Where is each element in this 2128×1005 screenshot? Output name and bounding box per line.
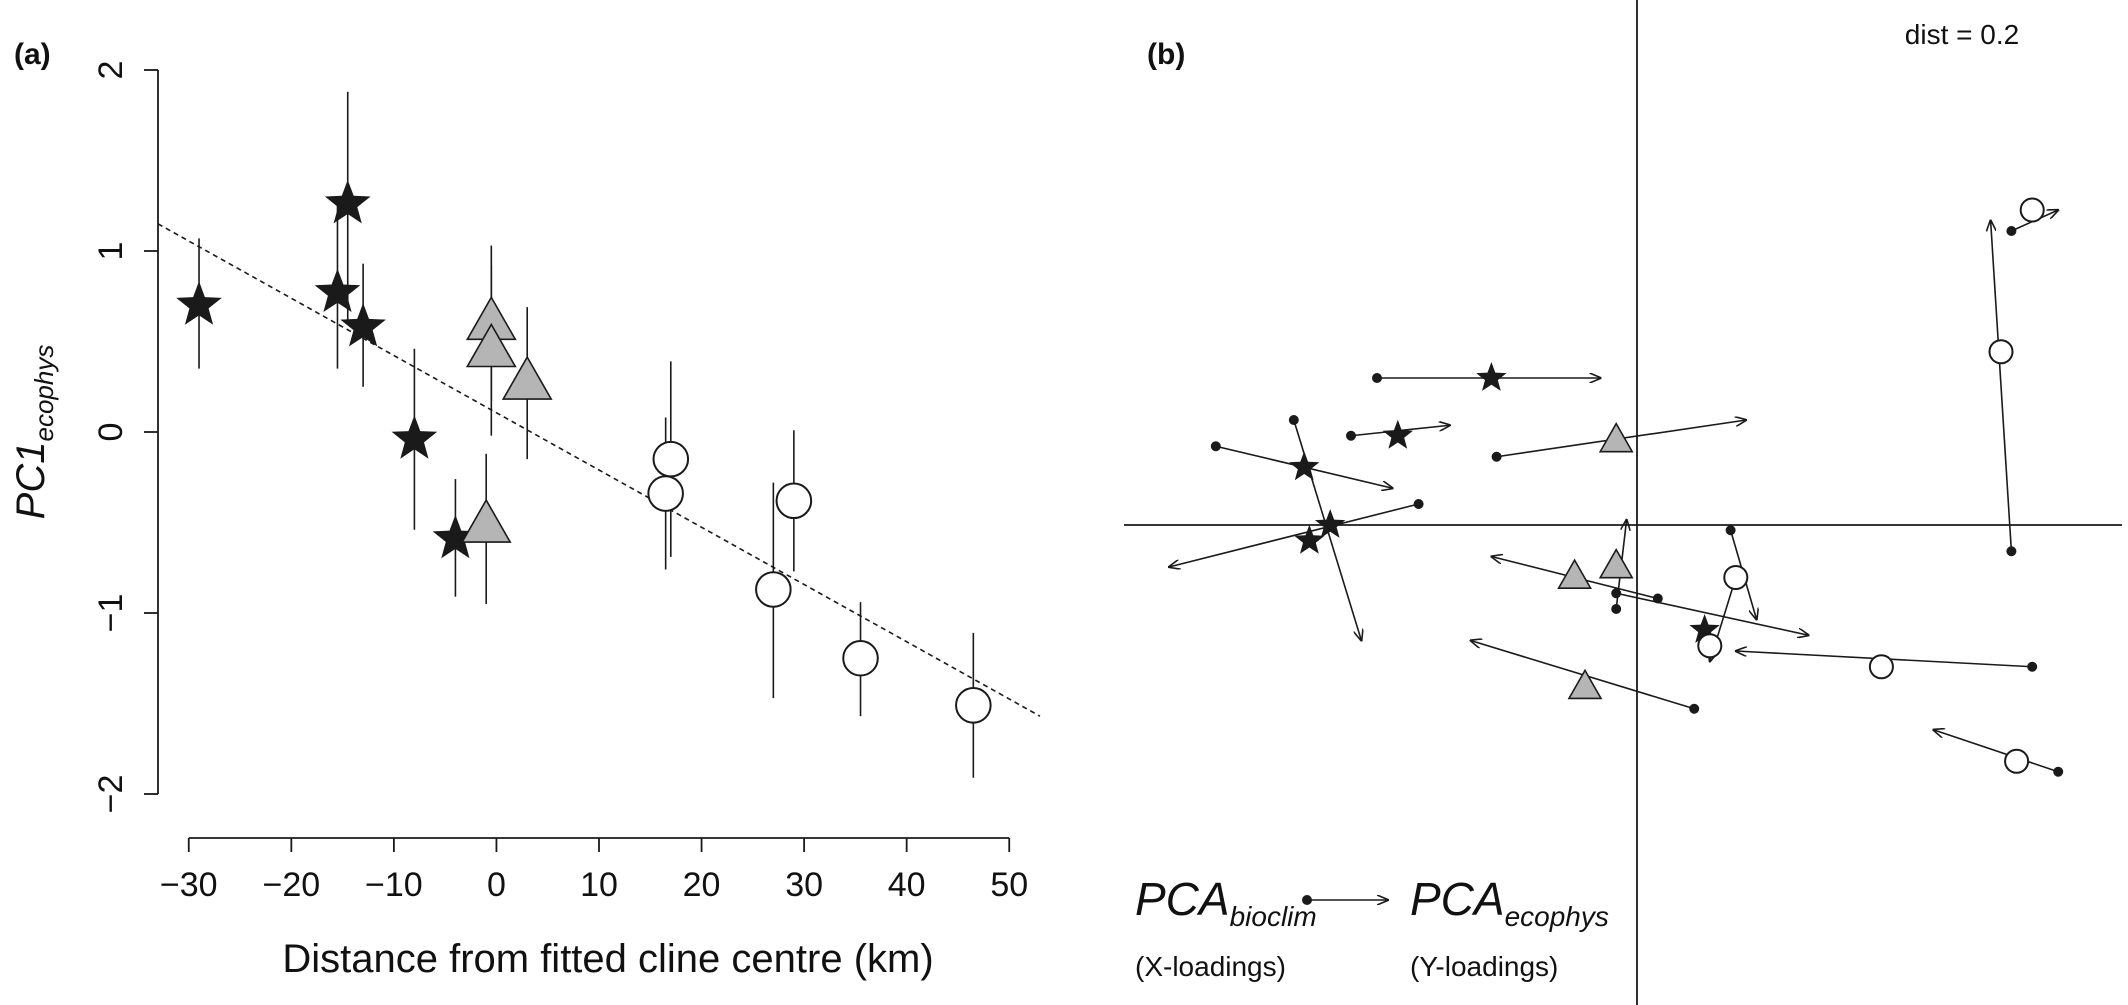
circle-point bbox=[2019, 197, 2045, 223]
x-tick-label: 20 bbox=[683, 866, 721, 904]
bioclim-dot bbox=[1210, 441, 1221, 452]
star-point bbox=[1289, 451, 1320, 481]
panel-b-axes bbox=[1124, 0, 2122, 1005]
star-point bbox=[1689, 614, 1720, 643]
star-point bbox=[391, 415, 438, 459]
loading-vector bbox=[1169, 503, 1419, 567]
bioclim-dot bbox=[1372, 373, 1382, 383]
y-tick-label: −2 bbox=[92, 775, 130, 814]
y-axis-label-sub: ecophys bbox=[29, 345, 59, 442]
y-tick-label: −1 bbox=[92, 594, 130, 633]
triangle-point bbox=[1557, 558, 1592, 589]
star-point bbox=[1294, 524, 1325, 554]
circle-point bbox=[652, 440, 690, 478]
fit-line bbox=[157, 223, 1041, 717]
panel-b-points bbox=[1289, 197, 2045, 774]
triangle-point bbox=[465, 322, 517, 368]
x-axis-label: Distance from fitted cline centre (km) bbox=[282, 937, 933, 981]
x-tick-label: 50 bbox=[990, 866, 1028, 904]
panel-b-label: (b) bbox=[1147, 38, 1185, 71]
triangle-point bbox=[1598, 422, 1634, 453]
triangle-point bbox=[1567, 668, 1603, 700]
triangle-point bbox=[501, 355, 553, 400]
star-point bbox=[432, 514, 479, 559]
legend: PCAbioclim PCAecophys (X-loadings) (Y-lo… bbox=[1135, 873, 1609, 982]
y-tick-label: 1 bbox=[92, 242, 130, 261]
star-point bbox=[314, 268, 361, 312]
x-tick-label: 10 bbox=[580, 866, 618, 904]
legend-to-label: PCAecophys bbox=[1410, 873, 1609, 932]
bioclim-dot bbox=[1346, 430, 1356, 441]
loading-vector bbox=[1933, 730, 2059, 773]
star-point bbox=[324, 179, 371, 224]
y-axis-label-main: PC1 bbox=[9, 442, 53, 520]
bioclim-dot bbox=[2006, 546, 2017, 557]
circle-point bbox=[955, 687, 992, 724]
bioclim-dot bbox=[1288, 415, 1299, 425]
circle-point bbox=[1988, 339, 2014, 365]
x-tick-label: −10 bbox=[365, 866, 423, 904]
x-tick-label: 30 bbox=[785, 866, 823, 904]
y-axis-label: PC1ecophys bbox=[9, 345, 59, 520]
star-point bbox=[1476, 362, 1507, 391]
legend-to-sub: ecophys bbox=[1505, 901, 1609, 932]
star-point bbox=[176, 281, 222, 325]
loading-vector bbox=[1991, 221, 2013, 552]
x-tick-label: 40 bbox=[888, 866, 926, 904]
legend-from-note: (X-loadings) bbox=[1135, 951, 1286, 982]
star-point bbox=[340, 303, 386, 347]
circle-point bbox=[1697, 633, 1723, 659]
star-point bbox=[1315, 509, 1346, 538]
circle-point bbox=[647, 475, 684, 512]
star-point bbox=[1382, 419, 1413, 449]
bioclim-dot bbox=[2053, 766, 2064, 777]
panel-a: (a) 210−1−2−30 −20 −10 0 10 20 30 40 50 Distance… bbox=[9, 38, 1041, 981]
panel-b: (b) dist = 0.2 PCAbioclim PCAecophys (X-… bbox=[1124, 0, 2122, 1005]
legend-to-note: (Y-loadings) bbox=[1410, 951, 1558, 982]
panel-a-label: (a) bbox=[14, 38, 51, 71]
x-tick-label: 0 bbox=[487, 866, 506, 904]
scale-note: dist = 0.2 bbox=[1905, 19, 2019, 50]
legend-from-sub: bioclim bbox=[1230, 901, 1317, 932]
bioclim-dot bbox=[1491, 451, 1502, 462]
y-tick-label: 2 bbox=[92, 61, 130, 80]
x-tick-label: −30 bbox=[160, 866, 218, 904]
bioclim-dot bbox=[1611, 588, 1622, 599]
legend-to-main: PCA bbox=[1410, 873, 1505, 925]
panel-a-points bbox=[176, 91, 992, 778]
legend-from-label: PCAbioclim bbox=[1135, 873, 1317, 932]
bioclim-dot bbox=[1689, 703, 1700, 714]
y-tick-label: 0 bbox=[92, 423, 130, 442]
loading-vector bbox=[1616, 592, 1808, 635]
bioclim-dot bbox=[1413, 499, 1424, 509]
bioclim-dot bbox=[2027, 661, 2038, 672]
circle-point bbox=[1723, 564, 1749, 591]
triangle-point bbox=[1598, 548, 1634, 579]
circle-point bbox=[842, 639, 879, 677]
bioclim-dot bbox=[2006, 226, 2017, 236]
circle-point bbox=[755, 571, 792, 608]
legend-from-main: PCA bbox=[1135, 873, 1230, 925]
panel-a-axes: 210−1−2−30 −20 −10 0 10 20 30 40 50 bbox=[92, 61, 1028, 904]
bioclim-dot bbox=[1611, 604, 1622, 614]
circle-point bbox=[775, 482, 813, 520]
circle-point bbox=[1868, 654, 1894, 680]
bioclim-dot bbox=[1725, 525, 1736, 536]
triangle-point bbox=[460, 498, 512, 543]
panel-a-fit-line bbox=[157, 223, 1041, 717]
panel-b-vectors bbox=[1169, 210, 2064, 777]
x-tick-label: −20 bbox=[262, 866, 320, 904]
circle-point bbox=[2004, 748, 2030, 774]
